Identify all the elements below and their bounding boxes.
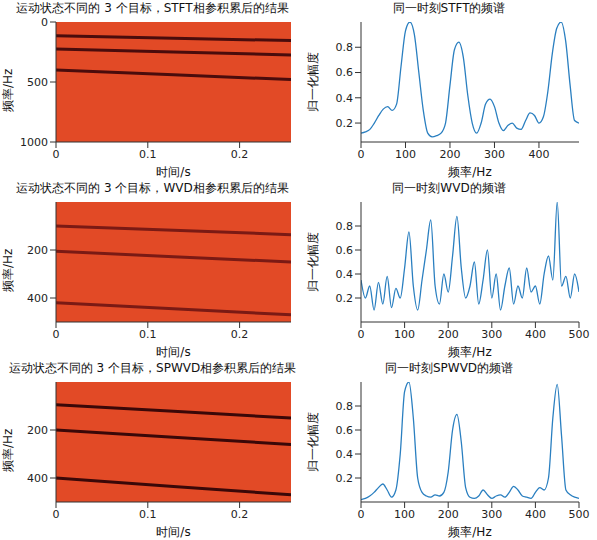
svg-text:100: 100	[394, 328, 415, 341]
svg-text:0: 0	[53, 328, 60, 341]
svg-text:0.2: 0.2	[336, 472, 354, 485]
svg-text:400: 400	[525, 328, 546, 341]
svg-text:频率/Hz: 频率/Hz	[448, 345, 491, 358]
svg-text:500: 500	[569, 328, 590, 341]
html-text:同一时刻STFT的频谱: 同一时刻STFT的频谱	[392, 1, 506, 15]
svg-text:归一化幅度: 归一化幅度	[306, 412, 320, 472]
svg-text:频率/Hz: 频率/Hz	[448, 165, 491, 178]
svg-text:时间/s: 时间/s	[156, 525, 190, 538]
svg-text:0: 0	[53, 148, 60, 161]
svg-text:0: 0	[53, 508, 60, 521]
svg-text:0: 0	[358, 328, 365, 341]
svg-text:频率/Hz: 频率/Hz	[448, 525, 491, 538]
svg-text:0.1: 0.1	[139, 508, 157, 521]
svg-text:归一化幅度: 归一化幅度	[306, 52, 320, 112]
html-text:同一时刻WVD的频谱: 同一时刻WVD的频谱	[392, 181, 506, 195]
svg-text:0.2: 0.2	[336, 117, 354, 130]
svg-text:200: 200	[27, 244, 48, 257]
svg-text:0.4: 0.4	[336, 448, 354, 461]
svg-text:0.1: 0.1	[139, 148, 157, 161]
svg-text:0.4: 0.4	[336, 268, 354, 281]
svg-text:频率/Hz: 频率/Hz	[1, 69, 15, 112]
svg-text:200: 200	[27, 424, 48, 437]
svg-text:100: 100	[394, 508, 415, 521]
svg-text:0.2: 0.2	[231, 328, 249, 341]
svg-text:1000: 1000	[20, 136, 48, 149]
html-text:运动状态不同的 3 个目标，WVD相参积累后的结果: 运动状态不同的 3 个目标，WVD相参积累后的结果	[16, 181, 289, 195]
svg-text:200: 200	[438, 508, 459, 521]
html-text:运动状态不同的 3 个目标，STFT相参积累后的结果: 运动状态不同的 3 个目标，STFT相参积累后的结果	[16, 1, 289, 15]
svg-text:0: 0	[41, 16, 48, 29]
svg-text:0.8: 0.8	[336, 41, 354, 54]
svg-text:时间/s: 时间/s	[156, 165, 190, 178]
svg-text:0.2: 0.2	[336, 292, 354, 305]
svg-text:300: 300	[481, 328, 502, 341]
svg-text:频率/Hz: 频率/Hz	[1, 429, 15, 472]
svg-text:时间/s: 时间/s	[156, 345, 190, 358]
svg-text:0.6: 0.6	[336, 424, 354, 437]
svg-text:0.6: 0.6	[336, 66, 354, 79]
svg-text:500: 500	[569, 508, 590, 521]
svg-text:0.2: 0.2	[231, 508, 249, 521]
svg-text:400: 400	[525, 508, 546, 521]
svg-text:0.6: 0.6	[336, 244, 354, 257]
svg-text:0: 0	[358, 508, 365, 521]
svg-text:400: 400	[27, 472, 48, 485]
svg-text:归一化幅度: 归一化幅度	[306, 232, 320, 292]
svg-text:0.8: 0.8	[336, 220, 354, 233]
svg-text:200: 200	[438, 328, 459, 341]
svg-text:频率/Hz: 频率/Hz	[1, 249, 15, 292]
svg-text:0.2: 0.2	[231, 148, 249, 161]
svg-text:400: 400	[27, 292, 48, 305]
svg-text:0: 0	[358, 148, 365, 161]
svg-text:300: 300	[481, 508, 502, 521]
html-text:同一时刻SPWVD的频谱: 同一时刻SPWVD的频谱	[384, 361, 514, 375]
svg-text:300: 300	[484, 148, 505, 161]
svg-text:100: 100	[395, 148, 416, 161]
svg-text:0.1: 0.1	[139, 328, 157, 341]
svg-text:0.8: 0.8	[336, 400, 354, 413]
svg-text:0.4: 0.4	[336, 92, 354, 105]
svg-text:400: 400	[528, 148, 549, 161]
svg-text:500: 500	[27, 76, 48, 89]
html-text:运动状态不同的 3 个目标，SPWVD相参积累后的结果: 运动状态不同的 3 个目标，SPWVD相参积累后的结果	[8, 361, 297, 375]
svg-text:200: 200	[439, 148, 460, 161]
